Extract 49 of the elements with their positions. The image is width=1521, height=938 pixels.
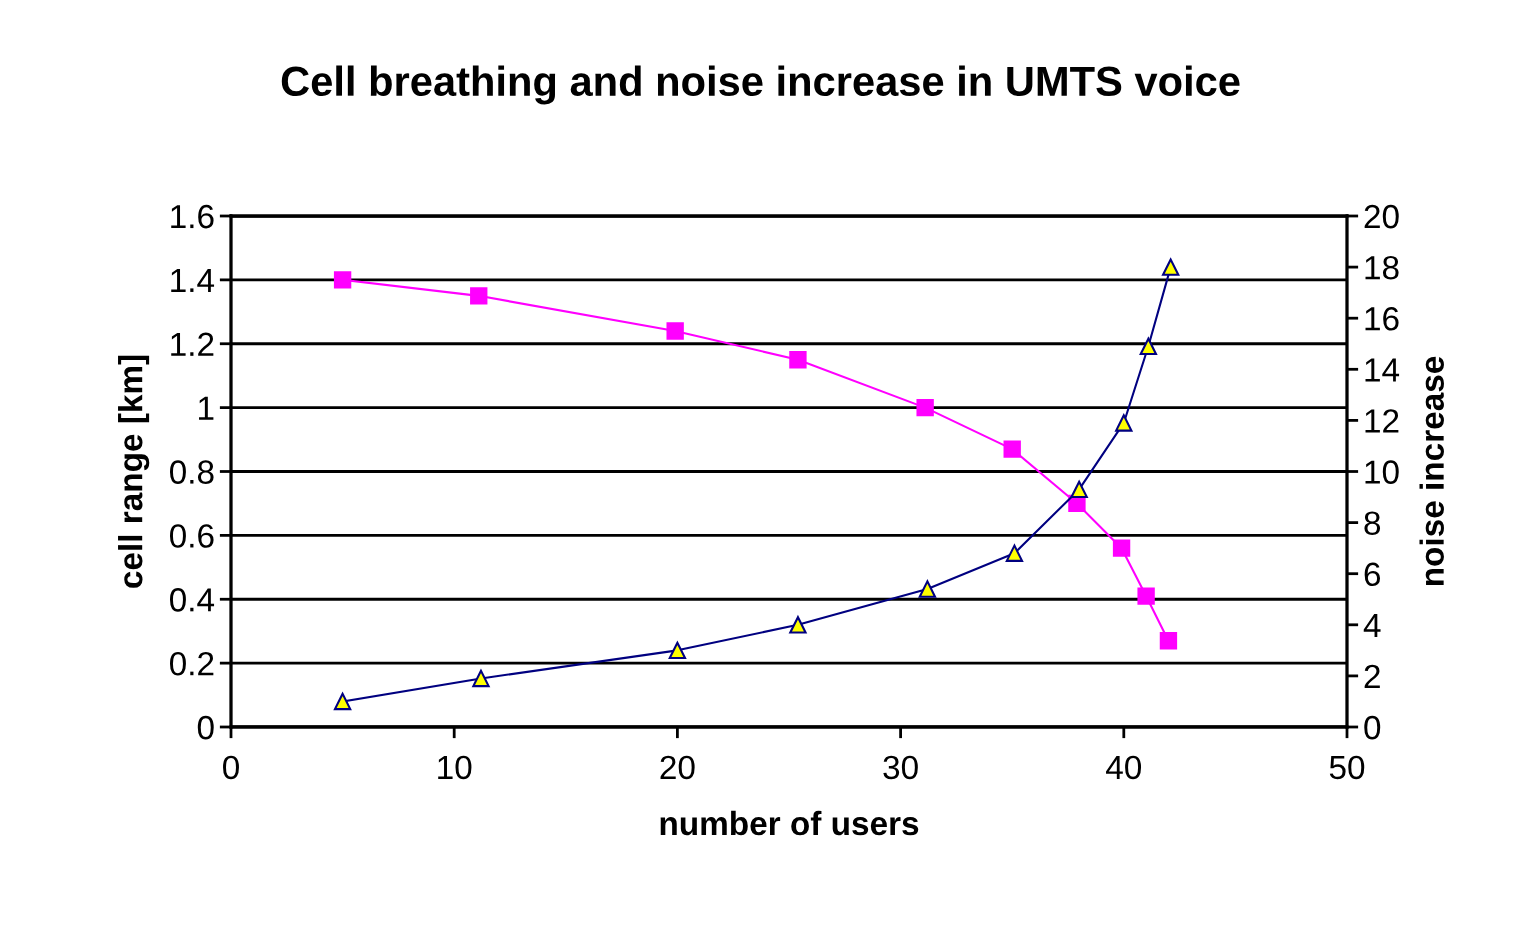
y2-tick-label: 20 bbox=[1364, 204, 1399, 229]
y-tick-label: 1 bbox=[199, 396, 214, 420]
x-axis-title: number of users bbox=[660, 810, 919, 836]
y2-tick-label: 6 bbox=[1364, 562, 1381, 587]
y-tick-label: 0.2 bbox=[170, 651, 214, 676]
point bbox=[1137, 587, 1155, 605]
y-tick-label: 0.6 bbox=[170, 524, 214, 548]
point bbox=[789, 351, 807, 369]
point bbox=[333, 692, 352, 711]
point bbox=[1115, 414, 1133, 432]
y2-tick-label: 14 bbox=[1365, 358, 1400, 382]
y-tick-label: 0.4 bbox=[170, 588, 215, 612]
point bbox=[1070, 480, 1088, 499]
point bbox=[918, 580, 937, 598]
y-tick-label: 0 bbox=[197, 715, 214, 740]
point bbox=[1159, 632, 1178, 650]
point bbox=[1112, 539, 1131, 557]
x-tick-label: 50 bbox=[1329, 755, 1365, 780]
point bbox=[1161, 258, 1180, 276]
y-tick-label: 1.6 bbox=[171, 204, 214, 229]
point bbox=[1005, 544, 1024, 562]
x-tick-label: 30 bbox=[883, 755, 918, 780]
y-tick-label: 0.8 bbox=[170, 460, 214, 484]
y2-tick-label: 4 bbox=[1363, 613, 1381, 637]
x-tick-label: 40 bbox=[1106, 755, 1142, 780]
x-tick-label: 0 bbox=[223, 755, 239, 780]
y2-tick-label: 8 bbox=[1364, 511, 1381, 536]
x-tick-label: 10 bbox=[438, 755, 472, 780]
point bbox=[1003, 440, 1021, 458]
x-tick-label: 20 bbox=[660, 755, 695, 780]
point bbox=[666, 322, 684, 340]
y2-tick-label: 12 bbox=[1365, 409, 1399, 433]
point bbox=[470, 287, 488, 305]
point bbox=[333, 271, 352, 289]
y-tick-label: 1.2 bbox=[171, 332, 214, 356]
point bbox=[668, 641, 687, 660]
chart-title: Cell breathing and noise increase in UMTS voice bbox=[281, 65, 1240, 105]
y2-tick-label: 2 bbox=[1364, 664, 1380, 688]
point bbox=[1139, 337, 1158, 355]
y2-tick-label: 18 bbox=[1365, 255, 1399, 280]
point bbox=[789, 616, 807, 634]
point bbox=[916, 398, 934, 417]
y2-tick-label: 16 bbox=[1365, 307, 1399, 331]
y2-tick-label: 10 bbox=[1365, 460, 1399, 484]
y2-tick-label: 0 bbox=[1364, 715, 1381, 740]
y-tick-label: 1.4 bbox=[171, 269, 215, 292]
point bbox=[472, 669, 490, 688]
y-axis-title: cell range [km] bbox=[118, 355, 150, 588]
y2-axis-title: noise increase bbox=[1419, 356, 1444, 586]
